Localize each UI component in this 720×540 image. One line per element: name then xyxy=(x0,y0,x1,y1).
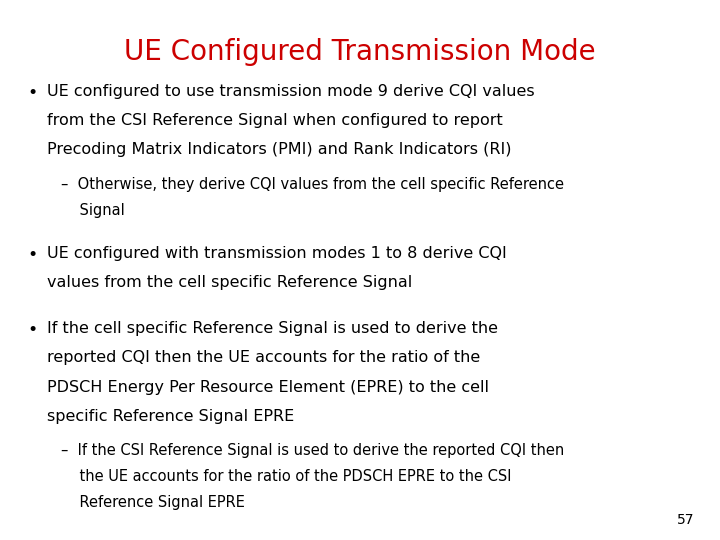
Text: the UE accounts for the ratio of the PDSCH EPRE to the CSI: the UE accounts for the ratio of the PDS… xyxy=(61,469,512,484)
Text: •: • xyxy=(27,321,37,339)
Text: from the CSI Reference Signal when configured to report: from the CSI Reference Signal when confi… xyxy=(47,113,503,128)
Text: If the cell specific Reference Signal is used to derive the: If the cell specific Reference Signal is… xyxy=(47,321,498,336)
Text: UE configured with transmission modes 1 to 8 derive CQI: UE configured with transmission modes 1 … xyxy=(47,246,507,261)
Text: •: • xyxy=(27,246,37,264)
Text: reported CQI then the UE accounts for the ratio of the: reported CQI then the UE accounts for th… xyxy=(47,350,480,366)
Text: Precoding Matrix Indicators (PMI) and Rank Indicators (RI): Precoding Matrix Indicators (PMI) and Ra… xyxy=(47,142,511,157)
Text: PDSCH Energy Per Resource Element (EPRE) to the cell: PDSCH Energy Per Resource Element (EPRE)… xyxy=(47,380,489,395)
Text: –  If the CSI Reference Signal is used to derive the reported CQI then: – If the CSI Reference Signal is used to… xyxy=(61,443,564,458)
Text: specific Reference Signal EPRE: specific Reference Signal EPRE xyxy=(47,409,294,424)
Text: 57: 57 xyxy=(678,512,695,526)
Text: UE Configured Transmission Mode: UE Configured Transmission Mode xyxy=(124,38,596,66)
Text: values from the cell specific Reference Signal: values from the cell specific Reference … xyxy=(47,275,412,290)
Text: UE configured to use transmission mode 9 derive CQI values: UE configured to use transmission mode 9… xyxy=(47,84,534,99)
Text: –  Otherwise, they derive CQI values from the cell specific Reference: – Otherwise, they derive CQI values from… xyxy=(61,177,564,192)
Text: •: • xyxy=(27,84,37,102)
Text: Signal: Signal xyxy=(61,202,125,218)
Text: Reference Signal EPRE: Reference Signal EPRE xyxy=(61,495,245,510)
